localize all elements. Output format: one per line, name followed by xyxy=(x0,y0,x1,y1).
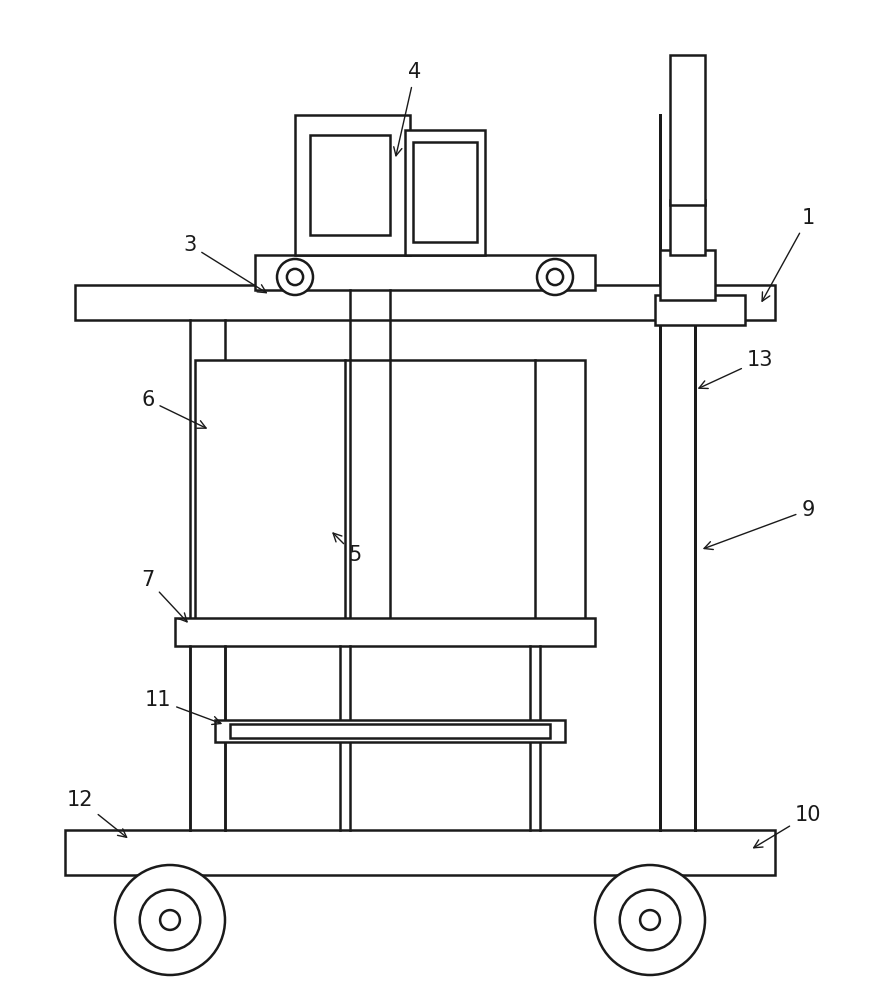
Text: 13: 13 xyxy=(698,350,772,388)
Bar xyxy=(255,255,595,290)
Circle shape xyxy=(639,910,659,930)
Text: 4: 4 xyxy=(393,62,421,156)
Text: 1: 1 xyxy=(762,208,814,301)
Circle shape xyxy=(536,259,572,295)
Circle shape xyxy=(276,259,313,295)
Bar xyxy=(670,200,704,255)
Bar xyxy=(195,360,585,620)
Circle shape xyxy=(139,890,200,950)
Circle shape xyxy=(595,865,704,975)
Bar xyxy=(295,115,409,255)
Bar xyxy=(670,55,704,205)
Bar xyxy=(230,724,550,738)
Circle shape xyxy=(287,269,303,285)
Bar xyxy=(309,135,390,235)
Text: 10: 10 xyxy=(753,805,821,848)
Circle shape xyxy=(114,865,224,975)
Text: 7: 7 xyxy=(141,570,187,622)
Bar xyxy=(215,720,564,742)
Bar xyxy=(412,142,477,242)
Bar xyxy=(65,830,774,875)
Bar xyxy=(175,618,595,646)
Text: 9: 9 xyxy=(704,500,814,550)
Text: 3: 3 xyxy=(183,235,266,293)
Bar xyxy=(75,285,774,320)
Circle shape xyxy=(160,910,180,930)
Bar xyxy=(654,295,744,325)
Bar xyxy=(405,130,485,255)
Bar xyxy=(659,250,714,300)
Text: 11: 11 xyxy=(145,690,221,724)
Circle shape xyxy=(619,890,679,950)
Circle shape xyxy=(546,269,562,285)
Text: 6: 6 xyxy=(141,390,206,428)
Text: 12: 12 xyxy=(67,790,126,837)
Text: 5: 5 xyxy=(333,533,361,565)
